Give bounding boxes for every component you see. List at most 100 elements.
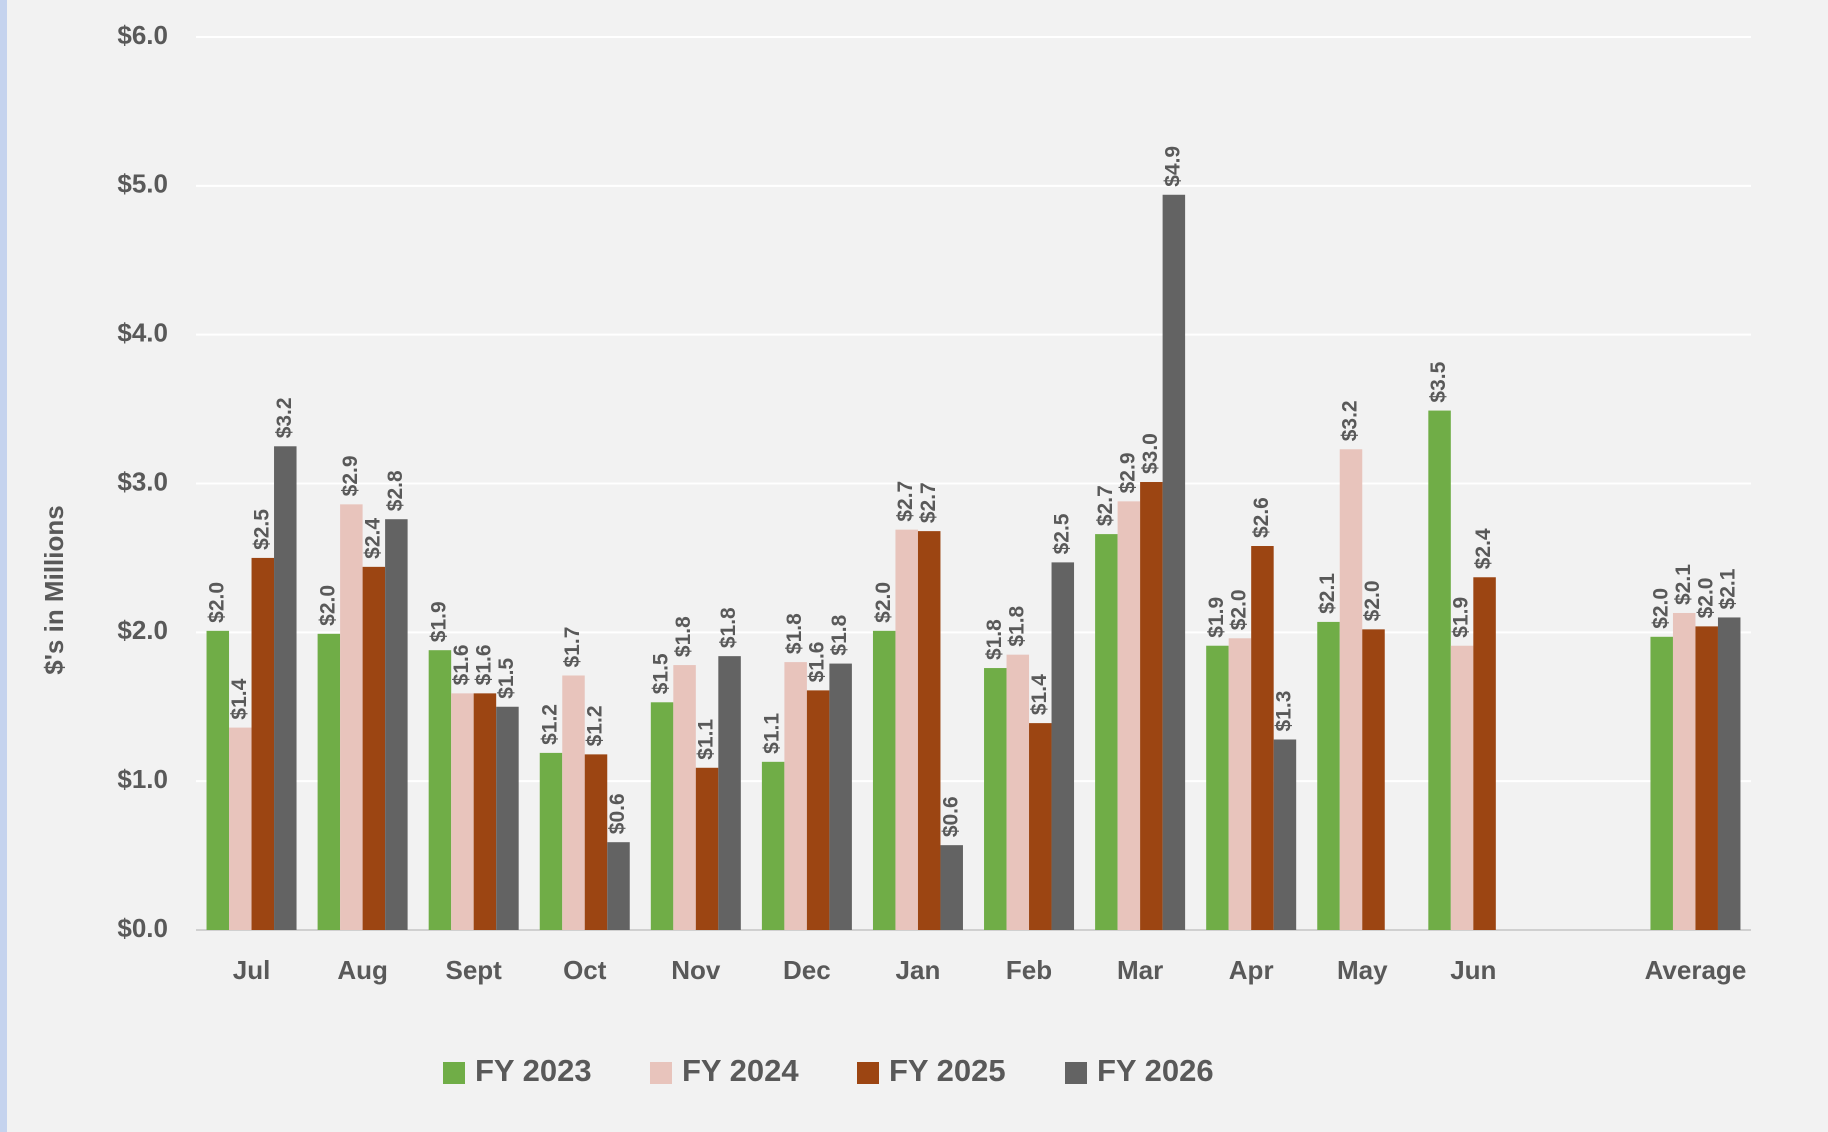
y-tick-label: $5.0 [117,169,168,199]
data-label: $2.4 [1472,528,1495,569]
legend-swatch [857,1062,879,1084]
data-label: $2.0 [872,582,895,623]
bar [607,842,630,930]
data-label: $1.8 [717,607,740,648]
legend-label: FY 2025 [889,1053,1006,1088]
data-label: $2.5 [250,509,273,550]
data-label: $3.5 [1427,361,1450,402]
data-label: $1.8 [672,616,695,657]
x-tick-label: Jun [1450,955,1496,985]
bar [761,761,785,930]
data-label: $1.6 [806,642,829,683]
bar [895,529,918,930]
bar [1162,194,1186,931]
x-tick-label: Dec [783,955,831,985]
bar [1206,645,1229,930]
bar [718,656,741,930]
data-label: $1.9 [1205,597,1228,638]
data-label: $2.0 [1227,589,1250,630]
bar [1339,449,1363,930]
data-label: $1.8 [983,619,1006,660]
x-tick-label: Average [1645,955,1747,985]
data-label: $1.6 [472,644,495,685]
data-label: $2.0 [316,585,339,626]
data-label: $2.0 [205,582,228,623]
x-tick-label: Aug [337,955,388,985]
y-tick-label: $6.0 [117,20,168,50]
legend-swatch [1065,1062,1087,1084]
data-label: $2.0 [1694,578,1717,619]
data-label: $3.2 [1339,400,1362,441]
data-label: $1.8 [828,614,851,655]
data-label: $2.0 [1361,580,1384,621]
legend-label: FY 2026 [1097,1053,1214,1088]
bar [206,630,230,930]
bar [1228,638,1252,930]
y-tick-label: $1.0 [117,764,168,794]
data-label: $4.9 [1161,146,1184,187]
x-tick-label: Sept [446,955,503,985]
bar [251,557,275,930]
bar [562,675,585,930]
legend-label: FY 2024 [682,1053,799,1088]
bar [496,706,519,930]
bar [362,566,386,930]
data-label: $1.5 [495,658,518,699]
bar [673,665,696,930]
bar [1362,629,1385,930]
data-label: $1.2 [539,704,562,745]
bar [1450,645,1474,930]
legend-label: FY 2023 [475,1053,592,1088]
data-label: $1.6 [450,644,473,685]
y-tick-label: $3.0 [117,466,168,496]
x-tick-label: Feb [1006,955,1052,985]
bar [1006,654,1030,930]
legend-swatch [443,1062,465,1084]
data-label: $2.1 [1717,568,1740,609]
bar [1717,617,1741,930]
bar [1029,723,1052,930]
bar [1140,482,1163,930]
bar [917,531,941,930]
data-label: $2.7 [1094,485,1117,526]
bar [1650,636,1673,930]
x-tick-label: May [1337,955,1388,985]
data-label: $3.0 [1139,433,1162,474]
y-tick-label: $0.0 [117,913,168,943]
bar [1695,626,1718,930]
y-tick-label: $2.0 [117,615,168,645]
y-tick-label: $4.0 [117,318,168,348]
left-edge [0,0,7,1132]
bar [940,845,963,930]
x-tick-label: Nov [671,955,721,985]
bar [872,630,896,930]
x-tick-label: Jul [233,955,271,985]
data-label: $1.9 [427,601,450,642]
bar [1428,410,1451,930]
data-label: $1.1 [695,719,718,760]
data-label: $2.0 [1649,588,1672,629]
bar [274,446,297,930]
data-label: $2.1 [1672,564,1695,605]
data-label: $2.1 [1316,573,1339,614]
bar [473,693,497,930]
legend-swatch [650,1062,672,1084]
data-label: $1.9 [1450,597,1473,638]
bar [340,504,363,930]
data-label: $1.4 [1028,674,1051,715]
data-label: $2.9 [339,455,362,496]
bar [584,754,608,930]
bar [1095,534,1118,930]
x-tick-label: Jan [896,955,941,985]
bar [784,662,807,930]
bar [451,693,474,930]
data-label: $1.1 [761,713,784,754]
bar [1473,577,1496,930]
bar [317,633,341,930]
bar [1251,546,1274,930]
bar [1051,562,1075,930]
data-label: $1.2 [584,706,607,747]
x-tick-label: Mar [1117,955,1163,985]
bar [984,668,1007,930]
